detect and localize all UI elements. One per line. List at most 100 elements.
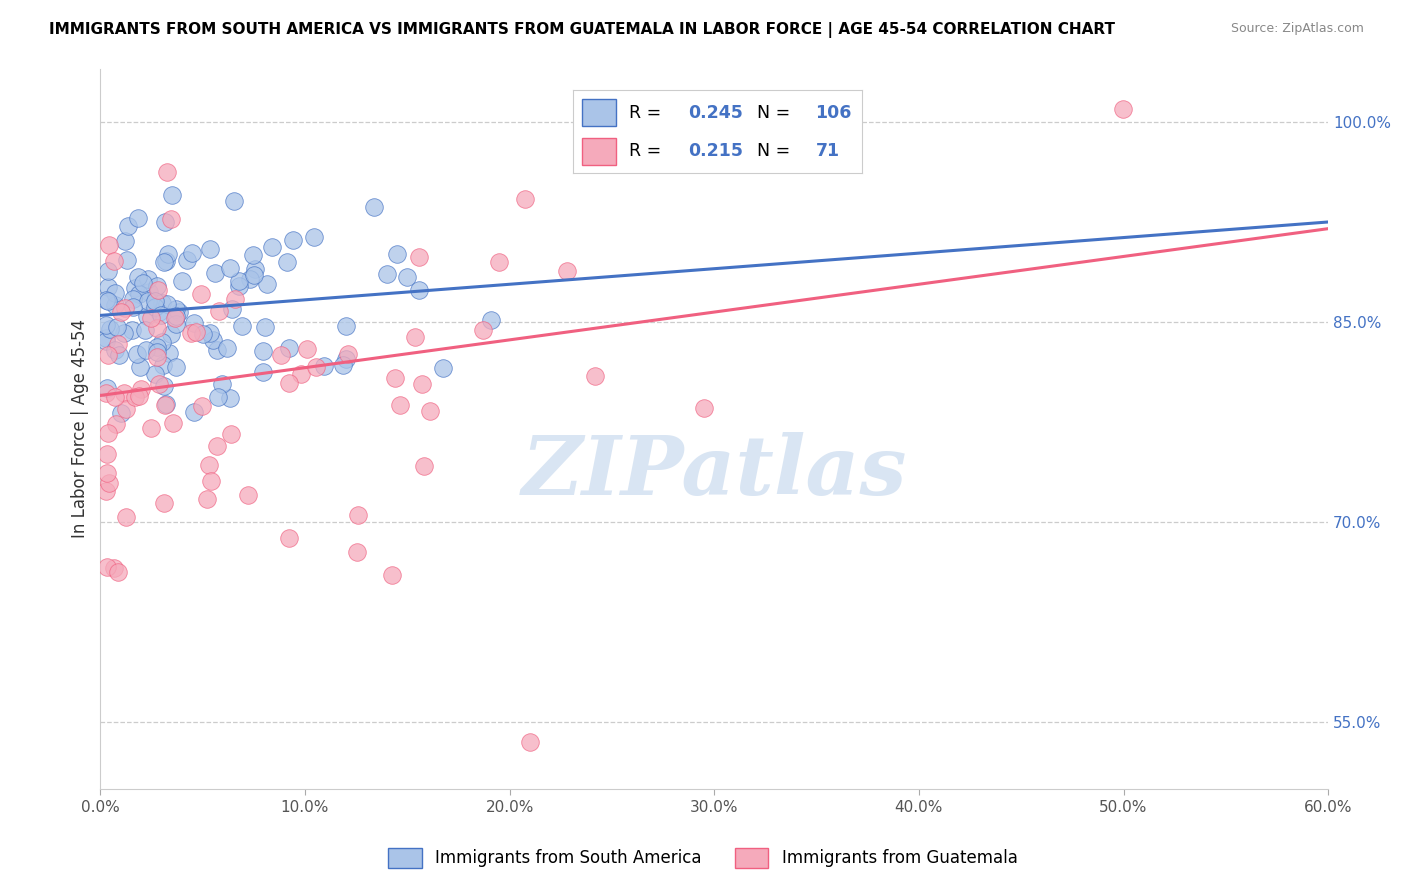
Point (97, 293, 120, 308)
Point (432, 361, 454, 376)
Point (153, 399, 176, 413)
Point (132, 276, 155, 290)
Point (181, 246, 204, 260)
Point (146, 283, 169, 297)
Point (408, 284, 430, 298)
Point (363, 201, 385, 215)
Point (165, 310, 187, 324)
Point (96, 331, 118, 345)
Text: Source: ZipAtlas.com: Source: ZipAtlas.com (1230, 22, 1364, 36)
Point (114, 234, 136, 248)
Point (290, 367, 312, 381)
Point (152, 255, 174, 269)
Point (155, 253, 177, 268)
Point (156, 296, 179, 310)
Point (96, 559, 118, 574)
Point (198, 326, 221, 341)
Point (139, 311, 162, 326)
Point (375, 267, 398, 281)
Point (277, 531, 299, 545)
Point (129, 382, 152, 396)
Point (153, 379, 176, 393)
Point (335, 318, 357, 333)
Point (114, 301, 136, 316)
Point (163, 311, 186, 326)
Point (97, 425, 120, 440)
Point (104, 391, 127, 405)
Point (231, 319, 253, 334)
Point (256, 277, 278, 291)
Point (143, 300, 166, 314)
Point (110, 406, 132, 420)
Point (283, 233, 305, 247)
Point (146, 279, 169, 293)
Legend: Immigrants from South America, Immigrants from Guatemala: Immigrants from South America, Immigrant… (382, 841, 1024, 875)
Point (98, 475, 121, 490)
Point (205, 438, 228, 452)
Point (104, 343, 127, 357)
Point (96, 466, 118, 480)
Point (128, 389, 150, 403)
Point (276, 254, 298, 268)
Point (411, 376, 433, 391)
Point (170, 273, 193, 287)
Point (202, 333, 225, 347)
Point (135, 343, 157, 357)
Text: ZIPatlas: ZIPatlas (522, 432, 907, 512)
Point (165, 317, 187, 331)
Point (380, 567, 402, 582)
Point (115, 509, 138, 524)
Point (513, 192, 536, 206)
Point (222, 194, 245, 208)
Point (488, 254, 510, 268)
Point (295, 342, 318, 356)
Point (96, 483, 118, 498)
Point (218, 261, 240, 276)
Point (583, 369, 606, 384)
Point (195, 491, 218, 506)
Point (243, 268, 266, 283)
Point (112, 326, 135, 341)
Point (104, 286, 127, 301)
Point (238, 488, 260, 502)
Point (215, 341, 238, 355)
Point (200, 475, 222, 489)
Point (337, 347, 360, 361)
Point (335, 352, 357, 367)
Point (128, 287, 150, 301)
Point (278, 376, 301, 391)
Point (384, 371, 406, 385)
Point (134, 323, 156, 337)
Point (146, 321, 169, 335)
Y-axis label: In Labor Force | Age 45-54: In Labor Force | Age 45-54 (72, 319, 89, 539)
Point (207, 304, 229, 318)
Point (97, 238, 120, 252)
Point (211, 377, 233, 392)
Point (555, 264, 578, 278)
Point (165, 301, 187, 316)
Point (122, 300, 145, 314)
Point (165, 359, 187, 374)
Point (124, 390, 146, 404)
Point (136, 309, 159, 323)
Point (184, 325, 207, 339)
Point (114, 401, 136, 416)
Point (127, 270, 149, 285)
Point (112, 386, 135, 401)
Point (105, 417, 128, 431)
Point (472, 323, 495, 337)
Point (127, 211, 149, 226)
Point (150, 309, 173, 323)
Point (145, 340, 167, 354)
Point (693, 401, 716, 415)
Point (412, 458, 434, 473)
Point (143, 294, 166, 309)
Point (96, 318, 118, 332)
Point (141, 420, 163, 434)
Point (239, 272, 262, 286)
Point (110, 305, 132, 319)
Point (125, 347, 148, 361)
Point (191, 399, 214, 413)
Point (346, 544, 368, 558)
Point (519, 735, 541, 749)
